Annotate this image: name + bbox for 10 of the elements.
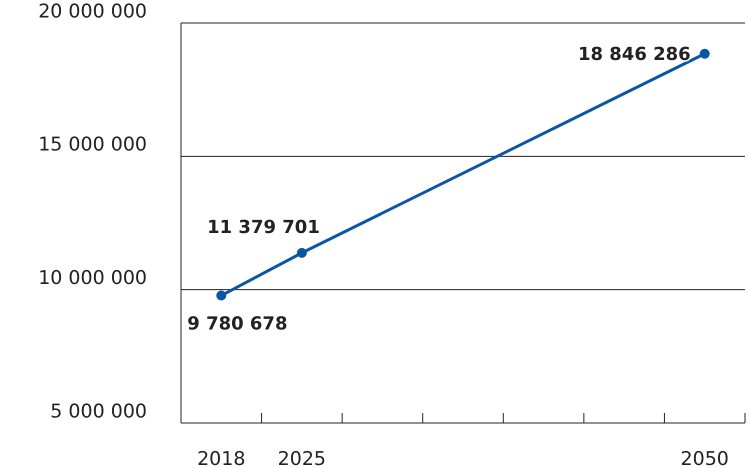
x-tick-label: 2025 [278,448,326,468]
data-label: 18 846 286 [578,44,691,65]
y-tick-label: 20 000 000 [38,0,147,22]
y-tick-label: 15 000 000 [38,134,147,156]
data-label: 11 379 701 [207,216,320,238]
y-tick-label: 10 000 000 [38,266,147,289]
y-tick-label: 5 000 000 [50,400,147,422]
x-tick-label: 2018 [197,448,246,468]
data-label: 9 780 678 [187,314,288,335]
x-tick-label: 2050 [680,448,729,468]
